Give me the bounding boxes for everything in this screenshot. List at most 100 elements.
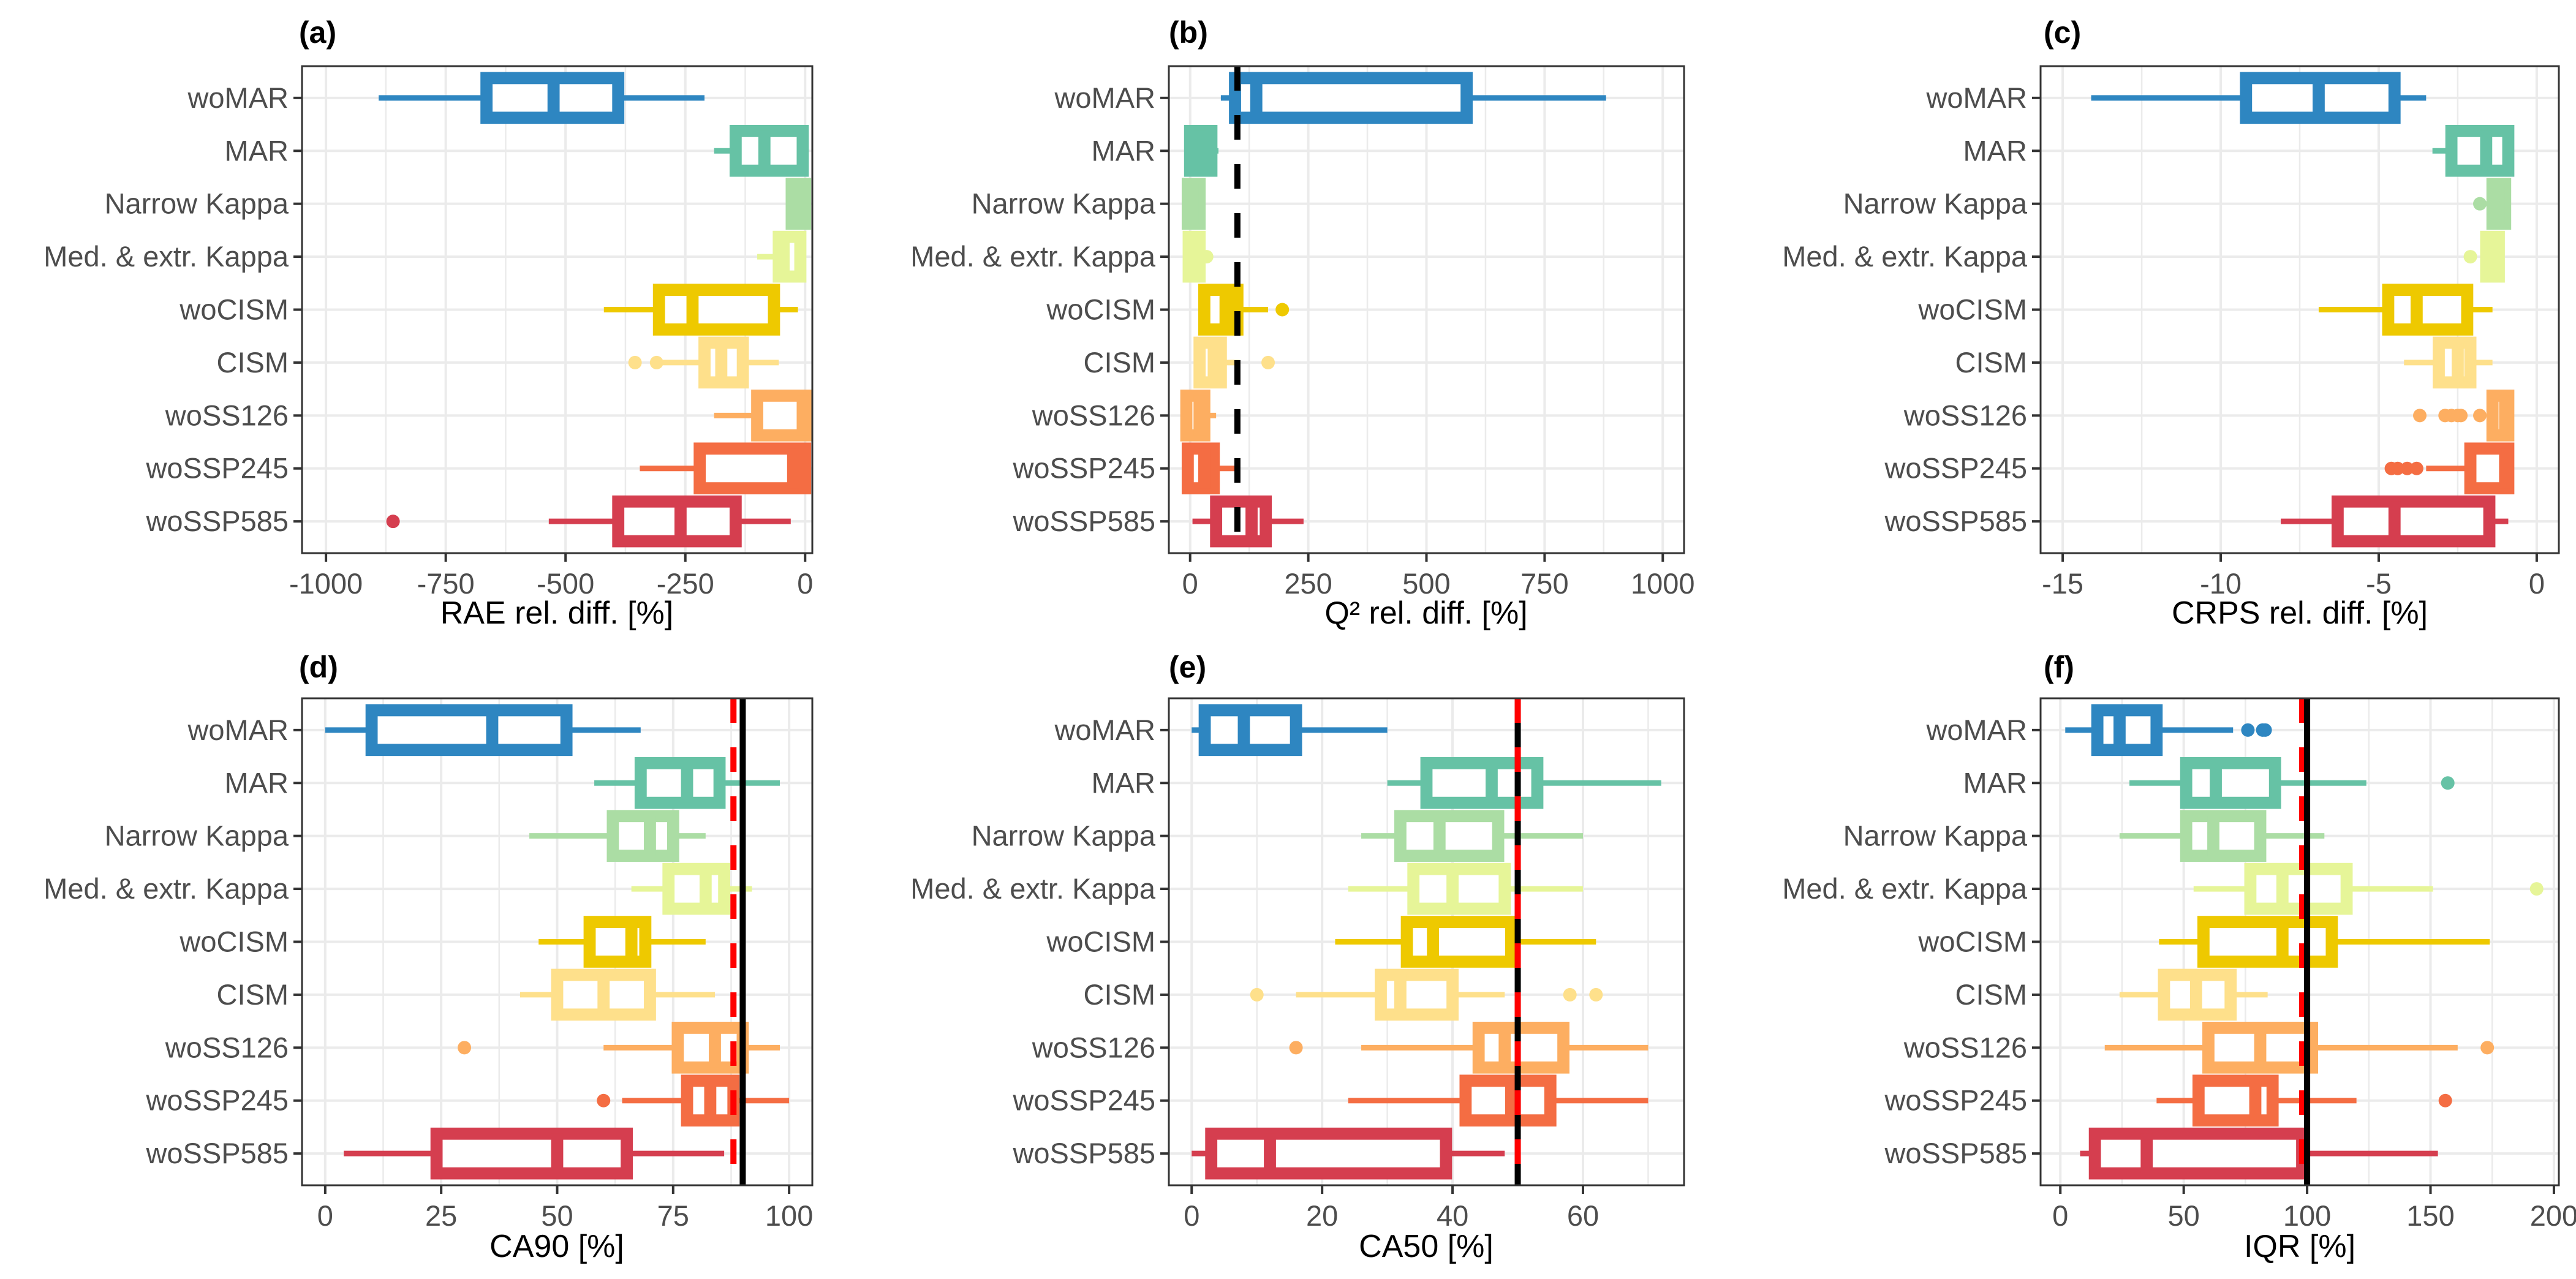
category-label: Narrow Kappa: [105, 187, 289, 220]
x-tick-label: -250: [657, 567, 714, 600]
outlier-point: [1261, 355, 1275, 369]
category-label: woSSP245: [1884, 452, 2027, 485]
box-cism: [628, 336, 779, 389]
x-tick-label: -5: [2366, 567, 2392, 600]
box-iqr: [1400, 916, 1517, 968]
category-label: woCISM: [1917, 926, 2027, 958]
category-label: Med. & extr. Kappa: [1782, 240, 2028, 273]
box-iqr: [1210, 495, 1272, 548]
box-wocism: [1335, 916, 1596, 968]
box-iqr: [652, 284, 780, 336]
outlier-point: [1199, 250, 1214, 264]
box-iqr: [2180, 810, 2267, 862]
category-label: woCISM: [1917, 293, 2027, 326]
x-tick-label: -500: [537, 567, 594, 600]
category-label: MAR: [1092, 134, 1155, 167]
x-axis-label: Q² rel. diff. [%]: [1324, 595, 1527, 631]
panel-title: (c): [2044, 15, 2081, 50]
x-tick-label: 500: [1402, 567, 1450, 600]
box-wossp245: [1348, 1074, 1649, 1127]
box-iqr: [662, 862, 731, 915]
category-label: Med. & extr. Kappa: [910, 872, 1156, 905]
category-label: woCISM: [1046, 926, 1155, 958]
category-label: Med. & extr. Kappa: [43, 240, 289, 273]
category-label: woSSP245: [145, 452, 289, 485]
box-narrow-kappa: [529, 810, 706, 862]
outlier-point: [1289, 1041, 1303, 1055]
box-wossp585: [1192, 1127, 1505, 1180]
box-iqr: [1375, 968, 1459, 1021]
box-womar: [325, 704, 641, 756]
category-label: CISM: [1955, 978, 2028, 1011]
box-wossp245: [2156, 1074, 2452, 1127]
category-label: woSS126: [165, 399, 289, 431]
box-mar: [714, 124, 809, 177]
category-label: woMAR: [1054, 714, 1155, 746]
category-label: woSSP245: [1012, 452, 1155, 485]
box-wocism: [1198, 284, 1290, 336]
box-woss126: [1289, 1022, 1649, 1074]
panel-e: woMAR MAR Narrow Kappa Med. & extr. Kappa wo…: [910, 650, 1685, 1264]
outlier-point: [2241, 723, 2255, 737]
outlier-point: [1275, 303, 1290, 317]
category-label: MAR: [225, 134, 289, 167]
x-tick-label: -1000: [289, 567, 363, 600]
box-narrow-kappa: [1361, 810, 1583, 862]
outlier-point: [2473, 197, 2487, 211]
outlier-point: [1589, 987, 1603, 1002]
category-label: Narrow Kappa: [105, 820, 289, 852]
box-iqr: [365, 704, 573, 756]
box-iqr: [1205, 1127, 1452, 1180]
outlier-point: [2413, 409, 2427, 423]
box-womar: [1220, 72, 1606, 124]
x-tick-label: 0: [797, 567, 813, 600]
box-med-extr-kappa: [1182, 230, 1214, 283]
category-label: woSS126: [1903, 1031, 2027, 1063]
x-tick-label: -750: [417, 567, 475, 600]
x-tick-label: 1000: [1631, 567, 1695, 600]
x-tick-label: 60: [1567, 1199, 1599, 1232]
x-tick-label: 40: [1437, 1199, 1468, 1232]
category-label: MAR: [225, 766, 289, 799]
x-tick-label: 50: [2168, 1199, 2200, 1232]
box-woss126: [714, 390, 812, 442]
box-wocism: [603, 284, 798, 336]
panel-b: woMAR MAR Narrow Kappa Med. & extr. Kappa wo…: [910, 15, 1694, 631]
box-iqr: [2197, 916, 2338, 968]
box-iqr: [1229, 72, 1473, 124]
box-iqr: [2244, 862, 2353, 915]
panel-title: (a): [299, 15, 336, 50]
box-wossp245: [1181, 442, 1236, 495]
outlier-point: [2480, 1041, 2495, 1055]
outlier-point: [1250, 987, 1264, 1002]
category-label: Narrow Kappa: [1843, 820, 2028, 852]
x-tick-label: 750: [1520, 567, 1568, 600]
panel-title: (b): [1169, 15, 1208, 50]
x-axis-label: IQR [%]: [2244, 1229, 2355, 1264]
box-med-extr-kappa: [631, 862, 752, 915]
category-label: woSSP585: [145, 1137, 289, 1169]
x-tick-label: 200: [2530, 1199, 2576, 1232]
outlier-point: [2529, 882, 2544, 896]
x-tick-label: 0: [1182, 567, 1198, 600]
panel-title: (e): [1169, 650, 1206, 684]
box-med-extr-kappa: [1348, 862, 1583, 915]
box-iqr: [2445, 124, 2515, 177]
category-label: woSS126: [1032, 399, 1155, 431]
category-label: woMAR: [1925, 714, 2027, 746]
box-narrow-kappa: [2119, 810, 2325, 862]
panel-d: woMAR MAR Narrow Kappa Med. & extr. Kappa wo…: [43, 650, 814, 1264]
x-axis-label: CA90 [%]: [489, 1229, 624, 1264]
box-cism: [1250, 968, 1603, 1021]
box-iqr: [606, 810, 679, 862]
box-med-extr-kappa: [757, 230, 807, 283]
x-axis-label: RAE rel. diff. [%]: [440, 595, 674, 631]
category-label: woSSP585: [145, 505, 289, 537]
box-iqr: [1394, 810, 1505, 862]
plot-area: woMAR MAR Narrow Kappa Med. & extr. Kappa wo…: [43, 697, 814, 1232]
box-wossp585: [386, 495, 791, 548]
box-cism: [2119, 968, 2268, 1021]
category-label: woSSP245: [1012, 1084, 1155, 1117]
box-mar: [1184, 124, 1219, 177]
box-iqr: [2088, 1127, 2308, 1180]
